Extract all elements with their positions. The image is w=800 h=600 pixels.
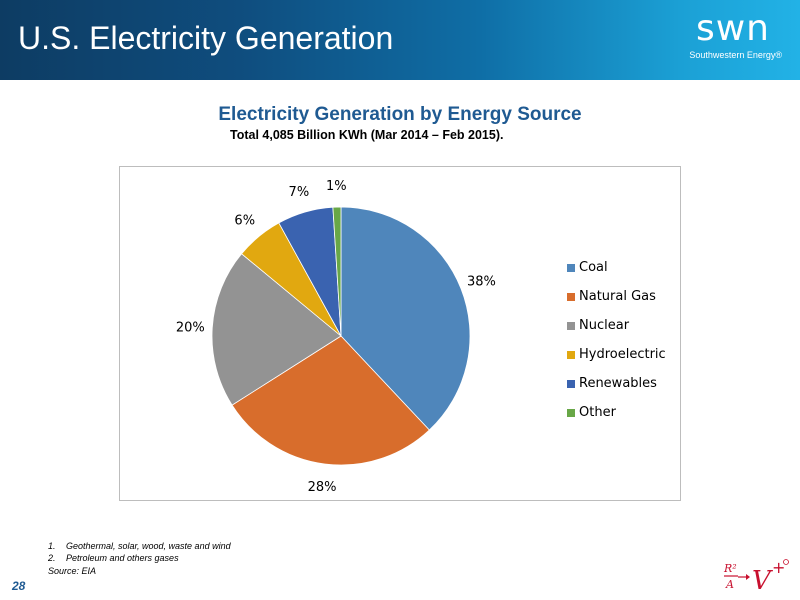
chart-area: 38% 28% 20% 6% 7% 1% Coal Natural Gas Nuclear Hy… xyxy=(119,166,681,501)
pie-slice-other xyxy=(332,206,342,337)
svg-text:+: + xyxy=(772,558,785,577)
data-label-coal: 38% xyxy=(467,274,496,289)
header-banner: U.S. Electricity Generation swn Southwes… xyxy=(0,0,800,80)
source-note: Source: EIA xyxy=(48,566,97,576)
legend-swatch xyxy=(567,292,575,301)
data-label-other: 1% xyxy=(326,179,347,194)
logo-wordmark: swn xyxy=(695,8,770,49)
legend-label: Natural Gas xyxy=(579,289,656,304)
footnote-number: 2. xyxy=(48,553,56,563)
legend-item-renewables: Renewables xyxy=(567,369,666,398)
legend-label: Hydroelectric xyxy=(579,347,666,362)
footnote-2: 2. Petroleum and others gases xyxy=(48,552,231,564)
legend-swatch xyxy=(567,321,575,330)
legend-label: Other xyxy=(579,405,616,420)
page-number: 28 xyxy=(12,579,26,593)
svg-text:V: V xyxy=(752,566,773,595)
legend-item-hydroelectric: Hydroelectric xyxy=(567,340,666,369)
pie-chart: 38% 28% 20% 6% 7% 1% xyxy=(176,179,496,495)
rav-logo: R² A V + xyxy=(723,558,789,595)
footnote-number: 1. xyxy=(48,541,56,551)
legend-swatch xyxy=(567,263,575,272)
chart-subtitle: Total 4,085 Billion KWh (Mar 2014 – Feb … xyxy=(230,128,504,142)
data-label-renewables: 7% xyxy=(289,185,310,200)
legend-label: Nuclear xyxy=(579,318,630,333)
pie-slice-coal xyxy=(340,206,471,431)
footnotes: 1. Geothermal, solar, wood, waste and win… xyxy=(48,540,231,564)
legend-item-other: Other xyxy=(567,398,666,427)
legend-label: Coal xyxy=(579,260,608,275)
footnote-1: 1. Geothermal, solar, wood, waste and win… xyxy=(48,540,231,552)
data-label-hydroelectric: 6% xyxy=(234,214,255,229)
legend-swatch xyxy=(567,408,575,417)
data-label-nuclear: 20% xyxy=(176,321,205,336)
page-title: U.S. Electricity Generation xyxy=(18,20,394,56)
company-logo: swn Southwestern Energy® xyxy=(670,8,782,70)
footnote-text: Geothermal, solar, wood, waste and wind xyxy=(66,541,231,551)
legend-item-nuclear: Nuclear xyxy=(567,311,666,340)
pie-slice-nuclear xyxy=(211,253,342,406)
legend-item-coal: Coal xyxy=(567,253,666,282)
chart-title: Electricity Generation by Energy Source xyxy=(218,104,582,125)
svg-text:R²: R² xyxy=(723,562,737,575)
chart-legend: Coal Natural Gas Nuclear Hydroelectric Renew… xyxy=(567,253,666,427)
data-label-natural-gas: 28% xyxy=(308,480,337,495)
footnote-text: Petroleum and others gases xyxy=(66,553,179,563)
logo-subtext: Southwestern Energy® xyxy=(689,50,782,60)
legend-swatch xyxy=(567,350,575,359)
legend-label: Renewables xyxy=(579,376,657,391)
legend-swatch xyxy=(567,379,575,388)
svg-text:A: A xyxy=(725,578,734,591)
legend-item-natural-gas: Natural Gas xyxy=(567,282,666,311)
pie-slice-natural-gas xyxy=(231,335,430,466)
